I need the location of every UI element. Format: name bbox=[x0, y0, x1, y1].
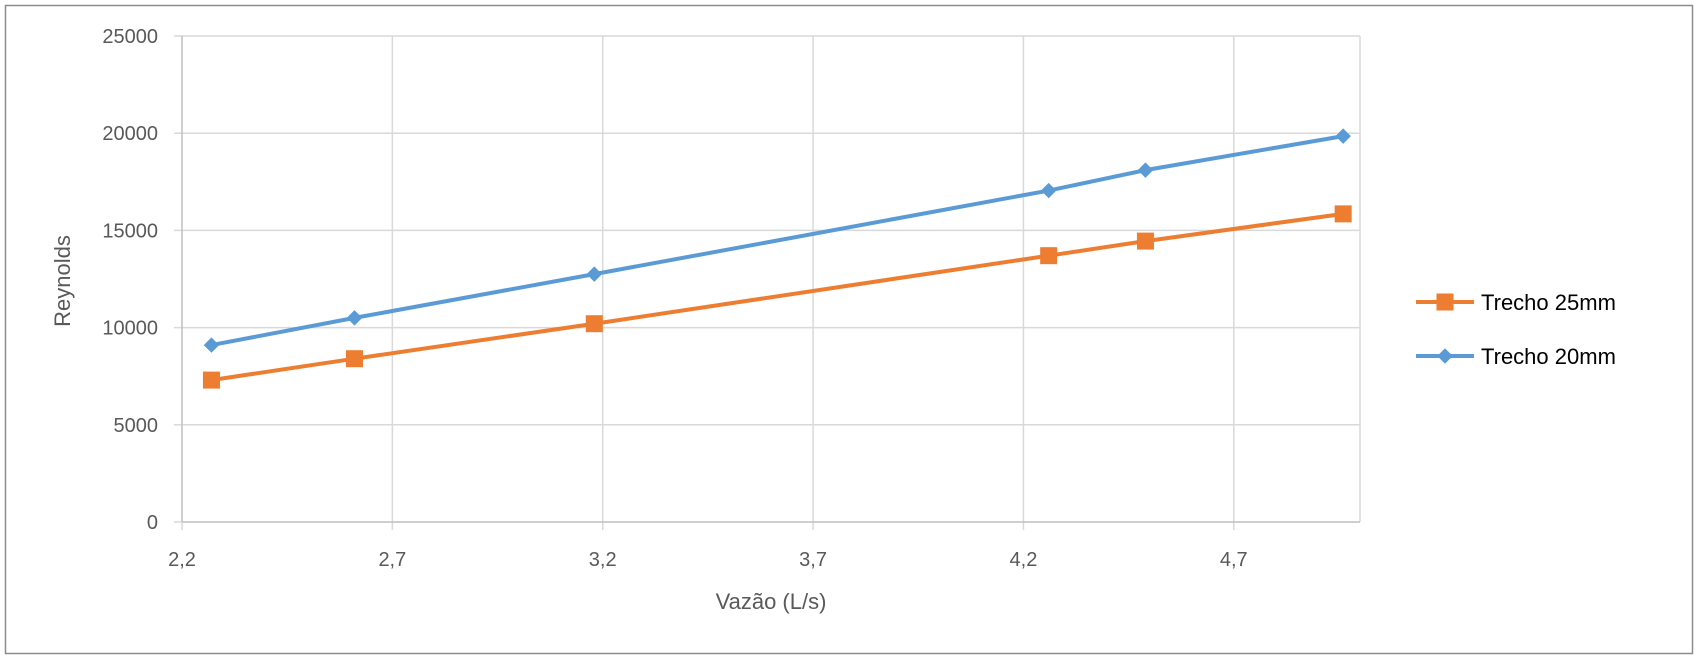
chart-border bbox=[4, 4, 1694, 655]
y-tick-label: 25000 bbox=[102, 26, 158, 48]
legend-marker bbox=[1436, 293, 1454, 311]
series-line bbox=[209, 211, 1346, 383]
data-point bbox=[1040, 182, 1057, 199]
data-point bbox=[202, 371, 220, 389]
legend: Trecho 25mm Trecho 20mm bbox=[1416, 290, 1616, 369]
legend-marker bbox=[1437, 348, 1453, 364]
y-tick-label: 0 bbox=[147, 512, 158, 534]
data-point bbox=[1040, 247, 1058, 265]
y-axis-title: Reynolds bbox=[50, 235, 75, 327]
x-tick-label: 3,7 bbox=[799, 549, 827, 571]
axes: 0 5000 10000 15000 20000 25000 2,2 2,7 3,2 3,7 4,2… bbox=[102, 26, 1360, 571]
data-point bbox=[1137, 162, 1154, 178]
data-point bbox=[586, 266, 603, 282]
data-point bbox=[203, 337, 220, 353]
x-tick-label: 2,7 bbox=[378, 549, 406, 571]
series-trecho-25mm bbox=[202, 205, 1352, 389]
x-tick-label: 3,2 bbox=[589, 549, 617, 571]
y-tick-label: 5000 bbox=[114, 415, 159, 437]
y-tick-label: 15000 bbox=[102, 220, 158, 242]
series-layer bbox=[202, 128, 1352, 389]
data-point bbox=[1335, 128, 1351, 144]
data-point bbox=[1136, 232, 1154, 250]
series-line bbox=[209, 134, 1346, 348]
legend-label: Trecho 20mm bbox=[1481, 344, 1616, 369]
x-axis-title: Vazão (L/s) bbox=[716, 589, 827, 614]
y-tick-label: 20000 bbox=[102, 123, 158, 145]
x-tick-label: 2,2 bbox=[168, 549, 196, 571]
data-point bbox=[585, 315, 603, 333]
data-point bbox=[346, 310, 363, 326]
y-tick-label: 10000 bbox=[102, 318, 158, 340]
data-point bbox=[1334, 205, 1352, 223]
grid bbox=[182, 35, 1361, 522]
series-trecho-20mm bbox=[203, 128, 1351, 353]
x-tick-label: 4,7 bbox=[1220, 549, 1248, 571]
x-tick-label: 4,2 bbox=[1010, 549, 1038, 571]
legend-label: Trecho 25mm bbox=[1481, 290, 1616, 315]
data-point bbox=[345, 350, 363, 368]
